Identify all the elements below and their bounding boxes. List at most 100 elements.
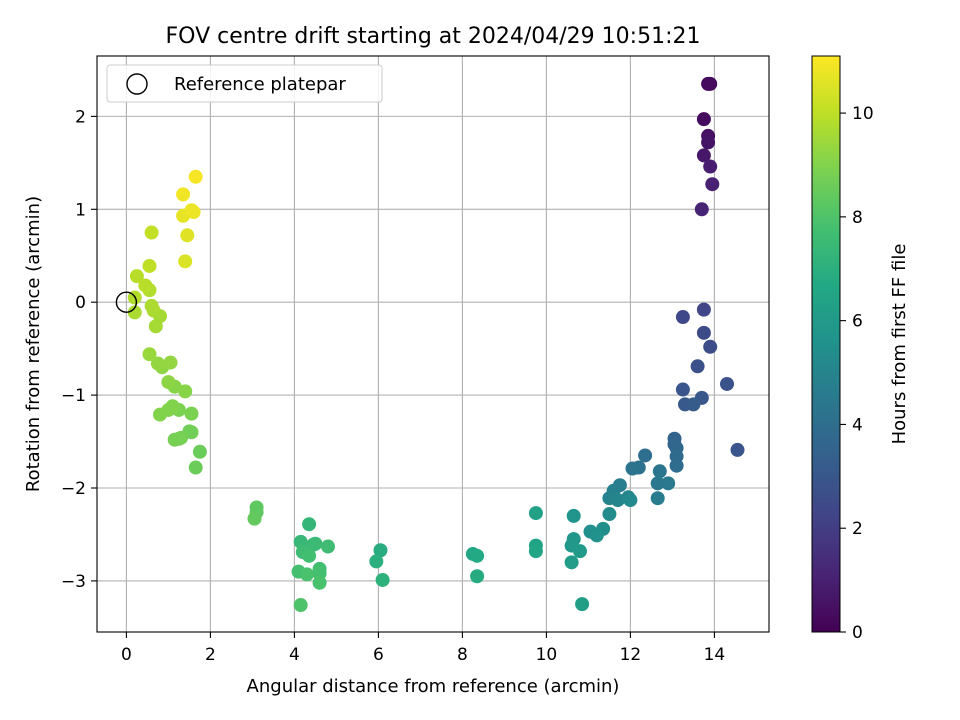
plot-frame [96,55,770,633]
colorbar-tick-label: 4 [852,415,863,435]
data-point [675,382,690,397]
data-point [150,356,165,371]
data-point [701,76,716,91]
x-tick-label: 0 [121,645,132,665]
x-tick-label: 4 [289,645,300,665]
colorbar-tick-label: 8 [852,208,863,228]
data-point [163,355,178,370]
data-point [184,406,199,421]
data-point [144,225,159,240]
data-point [589,528,604,543]
x-axis-label: Angular distance from reference (arcmin) [247,676,620,697]
data-point [575,597,590,612]
legend-open-circle-icon [126,73,148,95]
data-point [178,384,193,399]
data-point [144,298,159,313]
data-point [180,228,195,243]
data-point [720,376,734,391]
legend-label: Reference platepar [174,74,346,95]
data-point [566,508,581,523]
y-tick-label: 0 [75,293,86,313]
data-point [696,302,711,317]
data-point [703,339,718,354]
colorbar-label: Hours from first FF file [889,244,910,445]
reference-marker [115,291,138,313]
data-point [375,572,390,587]
data-point [369,554,384,569]
data-point [178,254,193,269]
data-point [161,375,176,390]
data-point [686,397,701,412]
data-point [188,460,203,475]
colorbar-gradient [811,55,841,633]
data-point [306,537,321,552]
colorbar-tick-label: 0 [852,623,863,643]
data-point [302,548,317,563]
data-point [564,555,579,570]
data-point [730,442,745,457]
data-point [300,567,314,582]
data-point [312,575,327,590]
data-point [705,177,720,192]
colorbar-tick-label: 2 [852,519,863,539]
data-points [127,76,745,613]
data-point [142,347,157,362]
data-point [638,448,653,463]
x-tick-label: 2 [205,645,216,665]
data-point [470,548,485,563]
legend: Reference platepar [106,64,383,103]
data-point [138,278,153,293]
x-tick-label: 14 [704,645,726,665]
data-point [650,476,665,491]
data-point [703,159,718,174]
data-point [690,359,705,374]
y-tick-label: 2 [75,107,86,127]
colorbar-tick-label: 10 [852,104,874,124]
data-point [528,544,543,559]
data-point [669,458,684,473]
chart-title: FOV centre drift starting at 2024/04/29 … [166,24,701,49]
y-tick-label: −1 [61,386,86,406]
y-tick-label: −2 [61,479,86,499]
y-axis-ticks: −3 −2 −1 0 1 2 [61,107,97,592]
data-point [247,511,262,526]
data-point [153,407,167,422]
data-point [696,112,711,127]
x-tick-label: 12 [620,645,642,665]
data-point [675,310,690,325]
data-point [302,517,317,532]
data-point [701,135,716,150]
data-point [661,476,676,491]
reference-platepar-marker [115,291,138,313]
y-tick-label: 1 [75,200,86,220]
grid [97,56,769,632]
data-point [696,148,711,163]
data-point [623,493,638,508]
y-tick-label: −3 [61,572,86,592]
data-point [184,203,199,218]
x-tick-label: 8 [457,645,468,665]
legend-box [106,64,383,103]
data-point [694,202,709,217]
data-point [184,425,199,440]
x-tick-label: 6 [373,645,384,665]
y-axis-label: Rotation from reference (arcmin) [23,196,44,492]
data-point [142,258,157,273]
data-point [652,464,667,479]
colorbar-ticks: 0 2 4 6 8 10 [840,104,874,643]
data-point [610,493,625,508]
data-point [171,431,186,446]
data-point [696,325,711,340]
data-point [293,598,308,613]
data-point [470,569,485,584]
x-tick-label: 10 [536,645,558,665]
data-point [373,543,388,558]
data-point [650,491,665,506]
data-point [625,461,640,476]
data-point [192,444,207,459]
data-point [129,269,144,284]
colorbar: 0 2 4 6 8 10 Hours from first FF file [811,55,910,643]
data-point [188,169,203,184]
data-point [321,539,335,554]
